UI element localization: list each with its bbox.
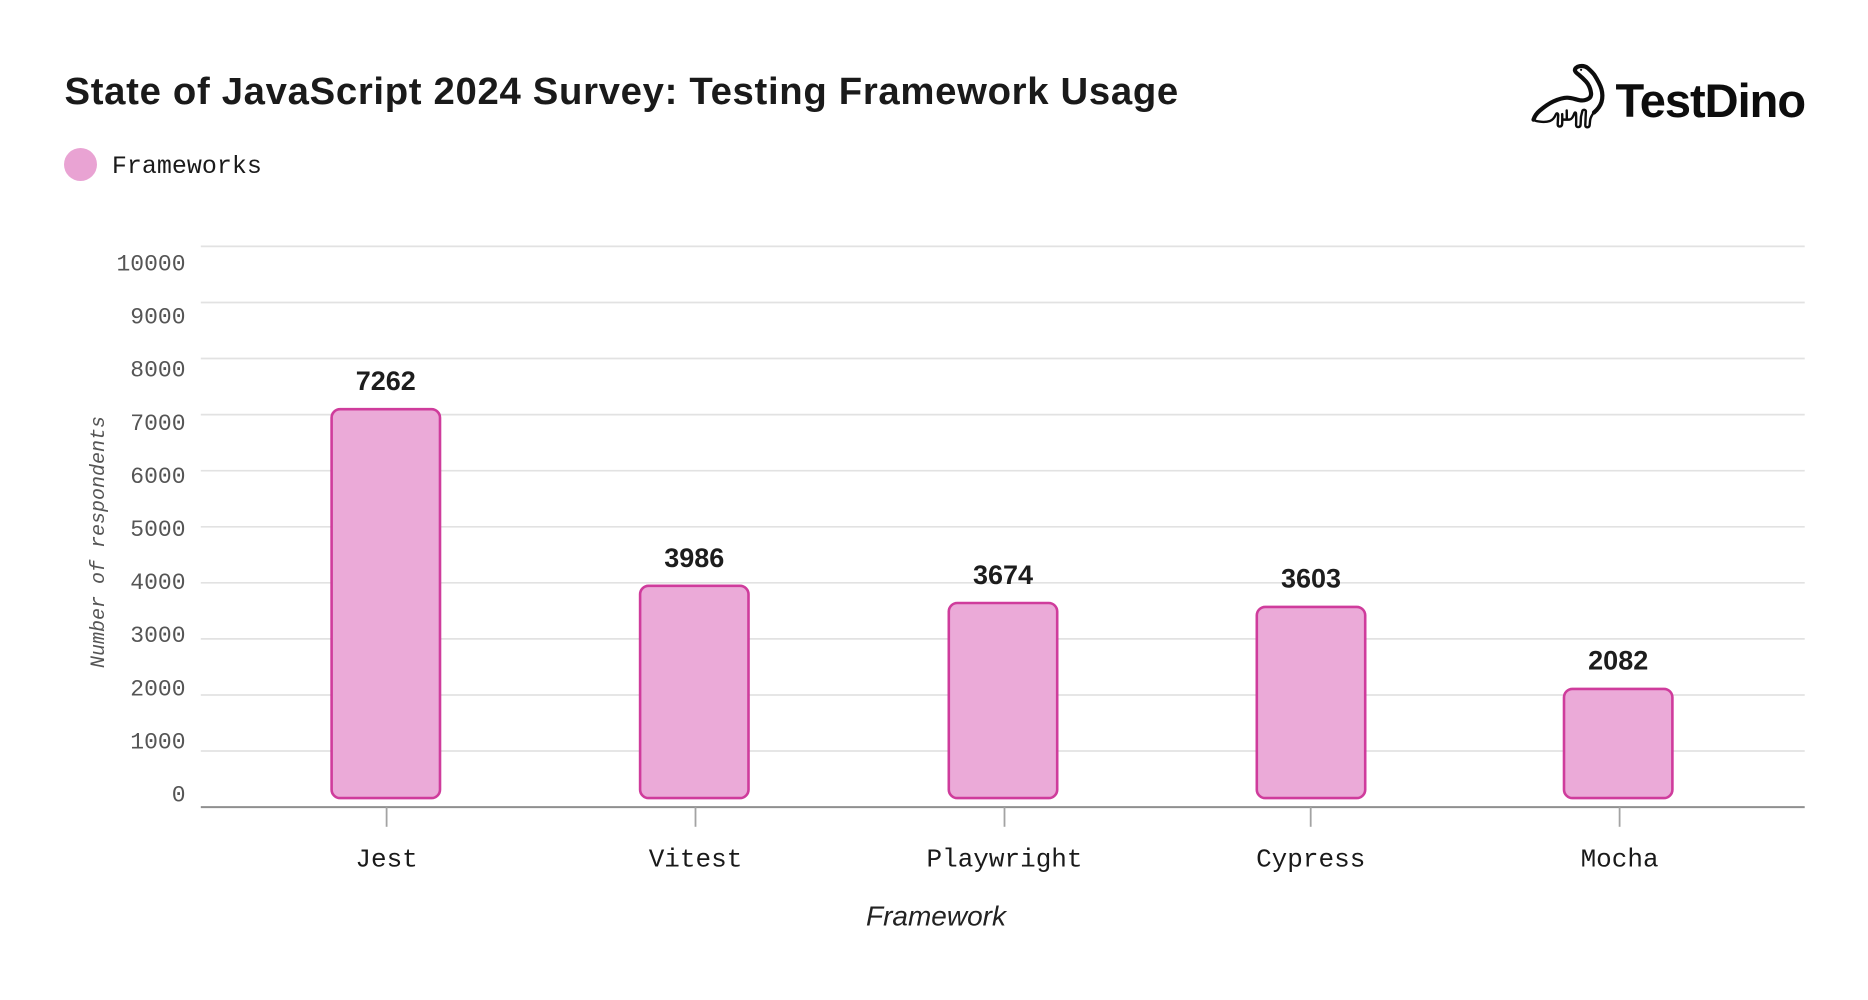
- svg-text:Mocha: Mocha: [1581, 845, 1659, 875]
- svg-text:5000: 5000: [130, 517, 185, 543]
- svg-text:6000: 6000: [130, 464, 185, 490]
- svg-text:3603: 3603: [1281, 564, 1341, 594]
- svg-text:7262: 7262: [356, 366, 416, 396]
- svg-text:2082: 2082: [1588, 646, 1648, 676]
- svg-text:Frameworks: Frameworks: [112, 152, 262, 181]
- svg-text:4000: 4000: [130, 570, 185, 596]
- svg-text:2000: 2000: [130, 676, 185, 702]
- svg-text:3000: 3000: [130, 623, 185, 649]
- svg-text:Framework: Framework: [866, 901, 1008, 932]
- svg-text:9000: 9000: [130, 305, 185, 331]
- svg-text:1000: 1000: [130, 729, 185, 755]
- svg-text:Cypress: Cypress: [1256, 845, 1365, 875]
- svg-text:Number of respondents: Number of respondents: [88, 416, 111, 668]
- svg-text:8000: 8000: [130, 358, 185, 384]
- svg-text:TestDino: TestDino: [1616, 74, 1806, 127]
- svg-text:0: 0: [172, 783, 186, 809]
- svg-text:10000: 10000: [116, 252, 185, 278]
- svg-text:State of JavaScript 2024 Surve: State of JavaScript 2024 Survey: Testing…: [65, 70, 1179, 113]
- svg-text:Vitest: Vitest: [649, 845, 743, 875]
- svg-text:3986: 3986: [664, 543, 724, 573]
- svg-text:Jest: Jest: [355, 845, 417, 875]
- svg-text:Playwright: Playwright: [926, 845, 1082, 875]
- svg-text:3674: 3674: [973, 560, 1033, 590]
- svg-text:7000: 7000: [130, 411, 185, 437]
